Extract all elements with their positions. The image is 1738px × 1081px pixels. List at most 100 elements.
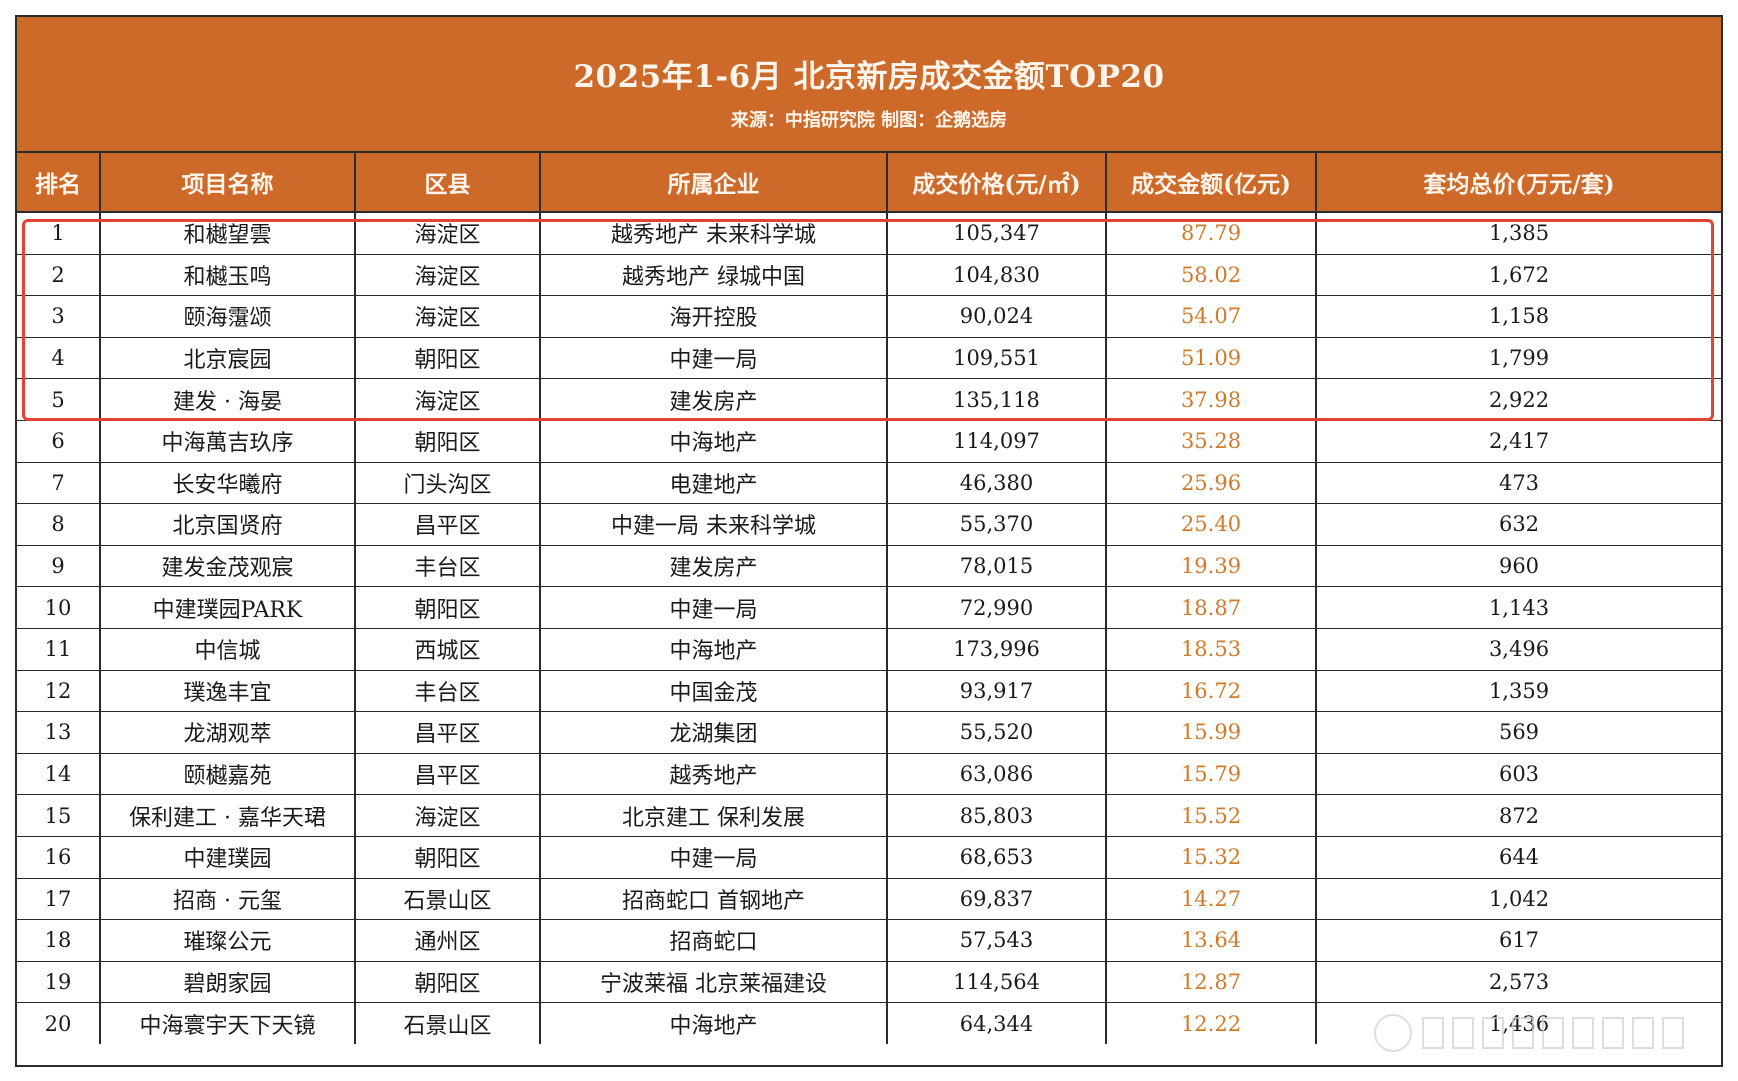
rank-cell: 13 [17, 711, 101, 754]
amount-cell: 19.39 [1106, 545, 1317, 588]
developer-cell: 中国金茂 [540, 670, 888, 713]
price-cell: 173,996 [887, 628, 1107, 671]
developer-cell: 海开控股 [540, 295, 888, 338]
rank-cell: 11 [17, 628, 101, 671]
avg-total-cell: 2,417 [1316, 420, 1721, 463]
amount-cell: 37.98 [1106, 378, 1317, 421]
rank-cell: 6 [17, 420, 101, 463]
table-row: 17 招商 · 元玺 石景山区 招商蛇口 首钢地产 69,837 14.27 1,042 [17, 878, 1721, 921]
price-cell: 57,543 [887, 919, 1107, 962]
developer-cell: 越秀地产 未来科学城 [540, 212, 888, 255]
avg-total-cell: 1,359 [1316, 670, 1721, 713]
table-header-row: 排名 项目名称 区县 所属企业 成交价格(元/㎡) 成交金额(亿元) 套均总价(… [17, 153, 1721, 213]
price-cell: 78,015 [887, 545, 1107, 588]
avg-total-cell: 3,496 [1316, 628, 1721, 671]
avg-total-cell: 960 [1316, 545, 1721, 588]
amount-cell: 15.99 [1106, 711, 1317, 754]
price-cell: 114,564 [887, 961, 1107, 1004]
table-row: 15 保利建工 · 嘉华天珺 海淀区 北京建工 保利发展 85,803 15.52 872 [17, 794, 1721, 837]
amount-cell: 87.79 [1106, 212, 1317, 255]
ranking-table: 排名 项目名称 区县 所属企业 成交价格(元/㎡) 成交金额(亿元) 套均总价(… [17, 153, 1721, 1044]
developer-cell: 招商蛇口 首钢地产 [540, 878, 888, 921]
district-cell: 通州区 [355, 919, 541, 962]
district-cell: 海淀区 [355, 378, 541, 421]
price-cell: 46,380 [887, 462, 1107, 505]
avg-total-cell: 1,143 [1316, 586, 1721, 629]
amount-cell: 14.27 [1106, 878, 1317, 921]
amount-cell: 15.52 [1106, 794, 1317, 837]
price-cell: 135,118 [887, 378, 1107, 421]
district-cell: 石景山区 [355, 878, 541, 921]
rank-cell: 17 [17, 878, 101, 921]
table-row: 19 碧朗家园 朝阳区 宁波莱福 北京莱福建设 114,564 12.87 2,573 [17, 961, 1721, 1004]
price-cell: 109,551 [887, 337, 1107, 380]
avg-total-cell: 1,042 [1316, 878, 1721, 921]
district-cell: 昌平区 [355, 503, 541, 546]
table-row: 8 北京国贤府 昌平区 中建一局 未来科学城 55,370 25.40 632 [17, 503, 1721, 546]
rank-cell: 16 [17, 836, 101, 879]
price-cell: 114,097 [887, 420, 1107, 463]
project-name-cell: 中海寰宇天下天镜 [100, 1002, 356, 1044]
avg-total-cell: 569 [1316, 711, 1721, 754]
avg-total-cell: 1,799 [1316, 337, 1721, 380]
price-cell: 55,370 [887, 503, 1107, 546]
project-name-cell: 龙湖观萃 [100, 711, 356, 754]
avg-total-cell: 603 [1316, 753, 1721, 796]
table-row: 6 中海萬吉玖序 朝阳区 中海地产 114,097 35.28 2,417 [17, 420, 1721, 463]
rank-cell: 20 [17, 1002, 101, 1044]
amount-cell: 25.40 [1106, 503, 1317, 546]
amount-cell: 16.72 [1106, 670, 1317, 713]
table-row: 7 长安华曦府 门头沟区 电建地产 46,380 25.96 473 [17, 462, 1721, 505]
rank-cell: 7 [17, 462, 101, 505]
table-body: 1 和樾望雲 海淀区 越秀地产 未来科学城 105,347 87.79 1,385 2 和樾玉鸣… [17, 212, 1721, 1044]
price-cell: 85,803 [887, 794, 1107, 837]
avg-total-cell: 2,573 [1316, 961, 1721, 1004]
table-row: 2 和樾玉鸣 海淀区 越秀地产 绿城中国 104,830 58.02 1,672 [17, 254, 1721, 297]
ranking-table-sheet: 2025年1-6月 北京新房成交金额TOP20 来源：中指研究院 制图：企鹅选房… [15, 15, 1723, 1067]
project-name-cell: 和樾望雲 [100, 212, 356, 255]
table-row: 12 璞逸丰宜 丰台区 中国金茂 93,917 16.72 1,359 [17, 670, 1721, 713]
developer-cell: 中建一局 [540, 586, 888, 629]
developer-cell: 中海地产 [540, 628, 888, 671]
rank-cell: 2 [17, 254, 101, 297]
developer-cell: 中建一局 [540, 836, 888, 879]
amount-cell: 12.87 [1106, 961, 1317, 1004]
table-row: 5 建发 · 海晏 海淀区 建发房产 135,118 37.98 2,922 [17, 378, 1721, 421]
avg-total-cell: 617 [1316, 919, 1721, 962]
project-name-cell: 碧朗家园 [100, 961, 356, 1004]
avg-total-cell: 1,672 [1316, 254, 1721, 297]
developer-cell: 建发房产 [540, 378, 888, 421]
developer-cell: 宁波莱福 北京莱福建设 [540, 961, 888, 1004]
table-row: 11 中信城 西城区 中海地产 173,996 18.53 3,496 [17, 628, 1721, 671]
project-name-cell: 招商 · 元玺 [100, 878, 356, 921]
price-cell: 90,024 [887, 295, 1107, 338]
project-name-cell: 中海萬吉玖序 [100, 420, 356, 463]
district-cell: 海淀区 [355, 295, 541, 338]
developer-cell: 龙湖集团 [540, 711, 888, 754]
district-cell: 石景山区 [355, 1002, 541, 1044]
district-cell: 丰台区 [355, 545, 541, 588]
developer-cell: 建发房产 [540, 545, 888, 588]
amount-cell: 15.32 [1106, 836, 1317, 879]
amount-cell: 18.87 [1106, 586, 1317, 629]
district-cell: 昌平区 [355, 711, 541, 754]
table-row: 20 中海寰宇天下天镜 石景山区 中海地产 64,344 12.22 1,436 [17, 1002, 1721, 1044]
price-cell: 105,347 [887, 212, 1107, 255]
amount-cell: 58.02 [1106, 254, 1317, 297]
col-header-rank: 排名 [17, 153, 101, 213]
rank-cell: 12 [17, 670, 101, 713]
amount-cell: 13.64 [1106, 919, 1317, 962]
district-cell: 丰台区 [355, 670, 541, 713]
avg-total-cell: 473 [1316, 462, 1721, 505]
developer-cell: 电建地产 [540, 462, 888, 505]
project-name-cell: 北京宸园 [100, 337, 356, 380]
rank-cell: 5 [17, 378, 101, 421]
rank-cell: 15 [17, 794, 101, 837]
developer-cell: 中海地产 [540, 420, 888, 463]
avg-total-cell: 1,385 [1316, 212, 1721, 255]
rank-cell: 18 [17, 919, 101, 962]
col-header-amount: 成交金额(亿元) [1106, 153, 1317, 213]
avg-total-cell: 1,436 [1488, 1011, 1550, 1036]
project-name-cell: 颐樾嘉苑 [100, 753, 356, 796]
amount-cell: 51.09 [1106, 337, 1317, 380]
